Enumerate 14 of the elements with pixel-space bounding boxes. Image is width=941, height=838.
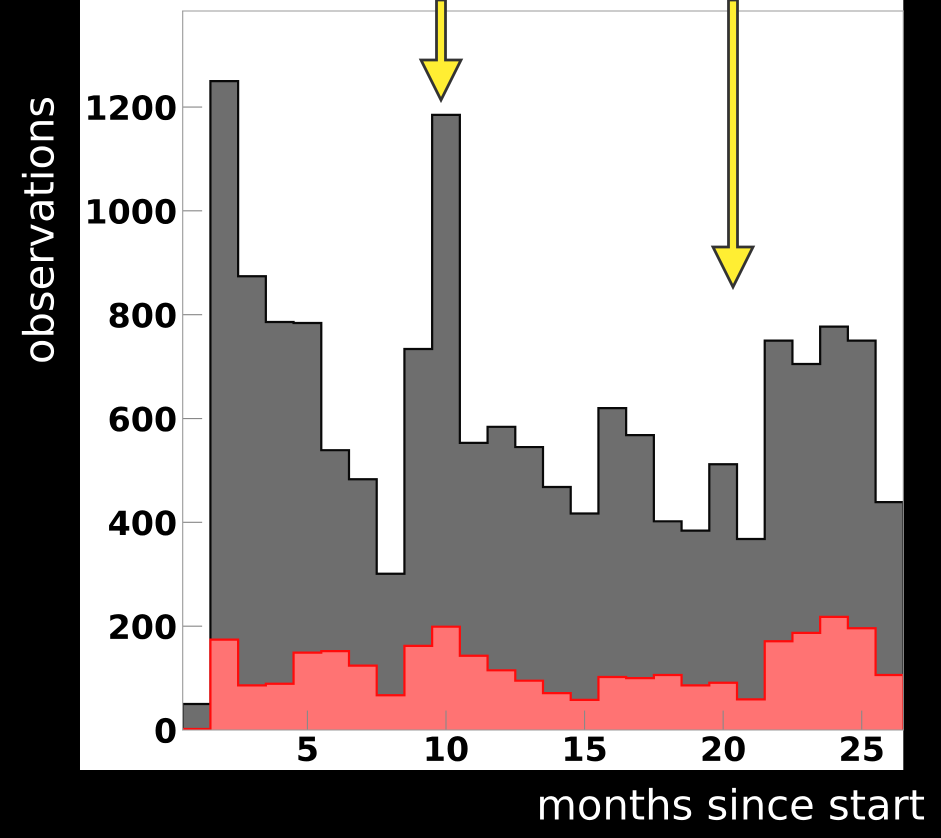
- y-tick-label: 600: [110, 406, 176, 432]
- y-tick-label: 800: [110, 302, 176, 328]
- y-tick-label: 400: [109, 510, 176, 536]
- x-axis-title: months since start: [540, 788, 924, 820]
- x-tick-label: 15: [565, 736, 606, 762]
- y-tick-label: 1000: [88, 198, 176, 224]
- x-tick-label: 25: [841, 736, 883, 762]
- y-axis-title: observations: [22, 98, 54, 362]
- y-tick-label: 200: [110, 614, 176, 640]
- y-tick-label: 0: [156, 718, 176, 744]
- x-tick-label: 10: [426, 736, 468, 762]
- x-tick-label: 5: [298, 736, 317, 762]
- y-tick-label: 1200: [88, 94, 176, 120]
- x-tick-label: 20: [702, 736, 745, 762]
